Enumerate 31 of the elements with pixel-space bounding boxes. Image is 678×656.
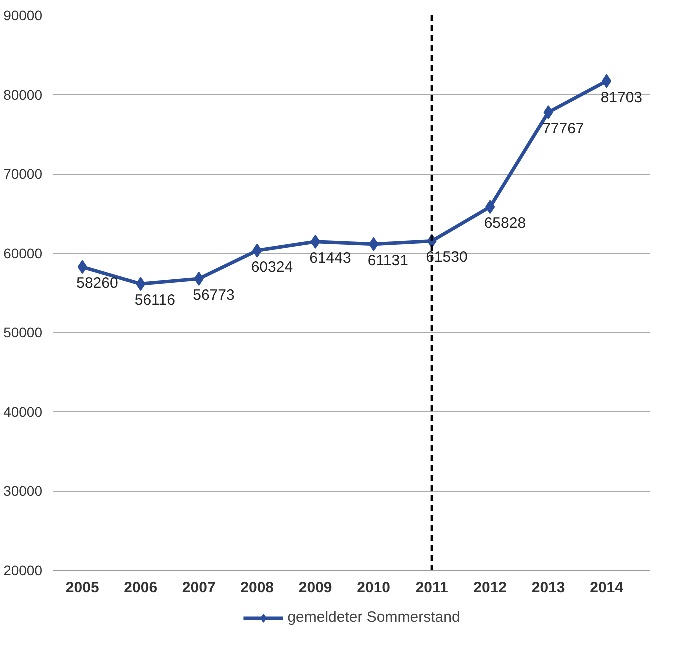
x-tick-label: 2014 bbox=[590, 580, 624, 596]
y-tick-label: 80000 bbox=[4, 86, 43, 103]
data-label: 81703 bbox=[600, 89, 643, 106]
y-tick-label: 50000 bbox=[4, 324, 43, 341]
legend-label: gemeldeter Sommerstand bbox=[288, 609, 460, 626]
x-tick-label: 2006 bbox=[124, 580, 158, 596]
y-tick-label: 70000 bbox=[4, 166, 43, 182]
data-label: 60324 bbox=[251, 258, 294, 276]
x-tick-label: 2010 bbox=[357, 580, 391, 596]
data-label: 77767 bbox=[542, 120, 584, 138]
y-tick-label: 90000 bbox=[4, 8, 43, 24]
data-label: 56116 bbox=[134, 292, 176, 310]
x-tick-label: 2009 bbox=[298, 580, 332, 596]
x-tick-label: 2007 bbox=[182, 580, 216, 596]
data-label: 61131 bbox=[368, 252, 408, 270]
point bbox=[602, 74, 612, 88]
data-label: 61530 bbox=[426, 249, 468, 266]
data-label: 58260 bbox=[76, 275, 118, 292]
data-label: 56773 bbox=[193, 286, 235, 304]
data-label: 65828 bbox=[484, 215, 526, 232]
x-tick-label: 2012 bbox=[474, 580, 508, 596]
y-tick-label: 40000 bbox=[4, 404, 43, 420]
y-tick-label: 30000 bbox=[4, 483, 43, 500]
x-tick-label: 2008 bbox=[240, 580, 274, 596]
x-tick-label: 2011 bbox=[416, 580, 448, 596]
y-tick-label: 60000 bbox=[4, 245, 43, 262]
x-tick-label: 2005 bbox=[66, 580, 100, 596]
point bbox=[485, 200, 496, 214]
y-tick-label: 20000 bbox=[4, 562, 43, 578]
data-label: 61443 bbox=[310, 250, 352, 267]
x-tick-label: 2013 bbox=[532, 580, 566, 596]
